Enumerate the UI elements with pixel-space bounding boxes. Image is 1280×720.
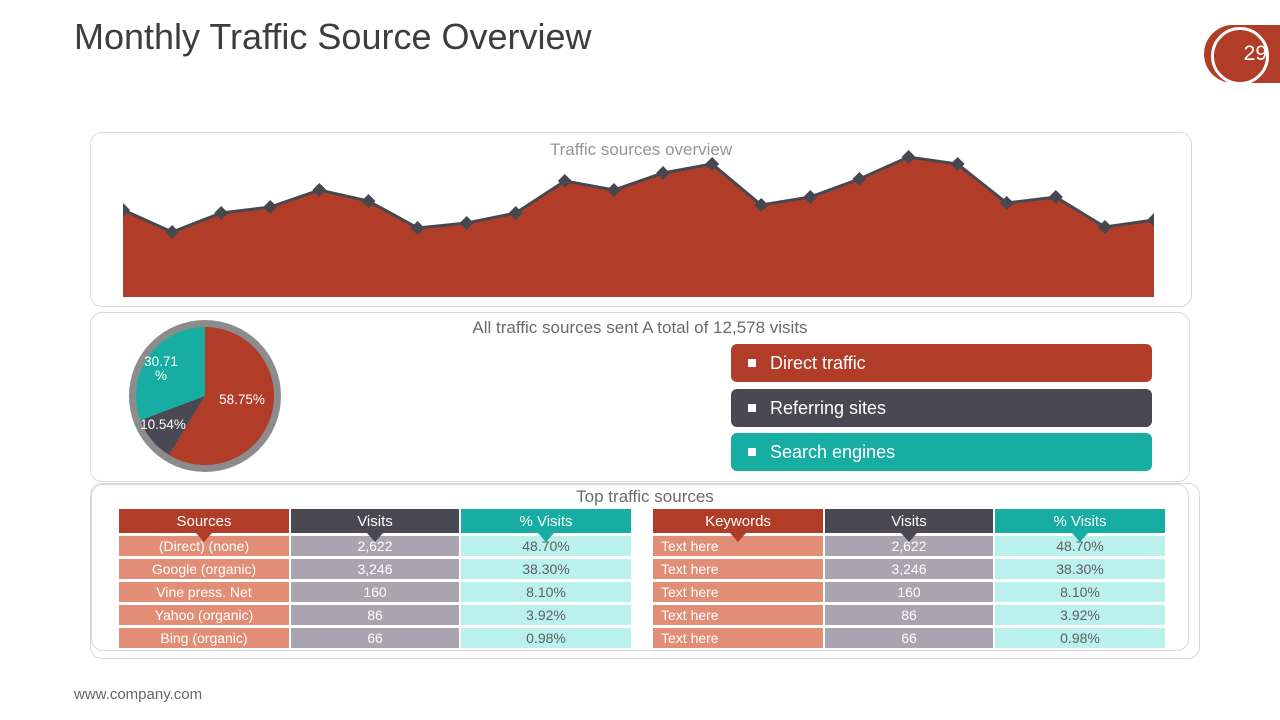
pie-section-title: All traffic sources sent A total of 12,5… — [472, 318, 808, 337]
column-header--visits: % Visits — [461, 509, 631, 542]
page-number: 29 — [1243, 42, 1267, 65]
pie-svg — [129, 320, 281, 472]
legend-label: Search engines — [770, 441, 896, 462]
square-bullet-icon — [748, 404, 756, 412]
pie-label-search: 30.71 % — [144, 354, 178, 383]
header-arrow-down-icon — [196, 533, 212, 542]
data-point-diamond-icon — [606, 183, 621, 197]
table-cell: 38.30% — [995, 559, 1165, 579]
legend-label: Referring sites — [770, 397, 887, 418]
table-cell: 86 — [825, 605, 993, 625]
pie-label-direct: 58.75% — [219, 392, 265, 407]
pie-slice-search-engines — [135, 327, 205, 421]
table-cell: Text here — [653, 605, 823, 625]
data-point-diamond-icon — [557, 174, 572, 188]
table-cell: 66 — [291, 628, 459, 648]
table-cell: Google (organic) — [119, 559, 289, 579]
area-chart-title: Traffic sources overview — [549, 140, 733, 159]
table-cell: Bing (organic) — [119, 628, 289, 648]
table-cell: Text here — [653, 628, 823, 648]
data-point-diamond-icon — [950, 157, 965, 171]
legend-button-referring-sites[interactable]: Referring sites — [731, 389, 1152, 427]
table-cell: (Direct) (none) — [119, 536, 289, 556]
table-cell: Text here — [653, 559, 823, 579]
data-point-diamond-icon — [410, 221, 425, 235]
legend-label: Direct traffic — [770, 352, 866, 373]
footer-url: www.company.com — [74, 686, 203, 703]
data-point-diamond-icon — [852, 172, 867, 186]
table-cell: 8.10% — [461, 582, 631, 602]
table-cell: Text here — [653, 536, 823, 556]
header-arrow-down-icon — [538, 533, 554, 542]
table-cell: 0.98% — [461, 628, 631, 648]
table-cell: 2,622 — [291, 536, 459, 556]
table-cell: Text here — [653, 582, 823, 602]
column-header--visits: % Visits — [995, 509, 1165, 542]
table-cell: 3,246 — [825, 559, 993, 579]
column-header-sources: Sources — [119, 509, 289, 542]
column-header-visits: Visits — [291, 509, 459, 542]
table-cell: 8.10% — [995, 582, 1165, 602]
data-point-diamond-icon — [1147, 213, 1154, 227]
table-cell: 3,246 — [291, 559, 459, 579]
header-arrow-down-icon — [730, 533, 746, 542]
page-number-badge: 29 — [1204, 25, 1280, 85]
data-point-diamond-icon — [1097, 220, 1112, 234]
page-title: Monthly Traffic Source Overview — [74, 16, 592, 57]
data-point-diamond-icon — [263, 200, 278, 214]
table-cell: 2,622 — [825, 536, 993, 556]
data-point-diamond-icon — [361, 194, 376, 208]
sources-table: Sources Visits% Visits (Direct) (none) 2,62… — [119, 509, 631, 648]
pie-slice-direct-traffic — [168, 327, 275, 465]
legend-button-direct-traffic[interactable]: Direct traffic — [731, 344, 1152, 382]
data-point-diamond-icon — [214, 206, 229, 220]
data-point-diamond-icon — [1048, 190, 1063, 204]
traffic-overview-panel: Traffic sources overview — [90, 132, 1192, 307]
square-bullet-icon — [748, 359, 756, 367]
table-cell: Yahoo (organic) — [119, 605, 289, 625]
table-cell: 86 — [291, 605, 459, 625]
table-cell: 48.70% — [461, 536, 631, 556]
column-header-visits: Visits — [825, 509, 993, 542]
data-point-diamond-icon — [705, 157, 720, 171]
table-cell: 0.98% — [995, 628, 1165, 648]
header-arrow-down-icon — [367, 533, 383, 542]
keywords-table: Keywords Visits% Visits Text here 2,622 48.7… — [653, 509, 1165, 648]
table-cell: 66 — [825, 628, 993, 648]
table-cell: 3.92% — [461, 605, 631, 625]
data-point-diamond-icon — [123, 203, 130, 217]
data-point-diamond-icon — [508, 206, 523, 220]
crescent-icon — [1211, 27, 1269, 85]
traffic-area-chart — [123, 150, 1154, 297]
table-cell: 38.30% — [461, 559, 631, 579]
top-traffic-sources-panel: Top traffic sources Sources Visits% Visit… — [90, 483, 1200, 659]
data-point-diamond-icon — [901, 150, 916, 164]
data-point-diamond-icon — [999, 196, 1014, 210]
pie-label-referring: 10.54% — [140, 417, 186, 432]
data-point-diamond-icon — [803, 190, 818, 204]
traffic-pie-chart: 58.75% 10.54% 30.71 % — [125, 316, 285, 476]
square-bullet-icon — [748, 448, 756, 456]
header-arrow-down-icon — [901, 533, 917, 542]
table-cell: Vine press. Net — [119, 582, 289, 602]
header-arrow-down-icon — [1072, 533, 1088, 542]
data-point-diamond-icon — [312, 183, 327, 197]
tables-section-title: Top traffic sources — [576, 487, 714, 506]
data-point-diamond-icon — [754, 198, 769, 212]
column-header-keywords: Keywords — [653, 509, 823, 542]
table-cell: 160 — [825, 582, 993, 602]
pie-slice-referring-sites — [140, 396, 205, 455]
legend-button-search-engines[interactable]: Search engines — [731, 433, 1152, 471]
table-cell: 160 — [291, 582, 459, 602]
table-cell: 3.92% — [995, 605, 1165, 625]
data-point-diamond-icon — [165, 225, 180, 239]
table-cell: 48.70% — [995, 536, 1165, 556]
data-point-diamond-icon — [656, 166, 671, 180]
data-point-diamond-icon — [459, 216, 474, 230]
traffic-share-panel: All traffic sources sent A total of 12,5… — [90, 312, 1190, 482]
